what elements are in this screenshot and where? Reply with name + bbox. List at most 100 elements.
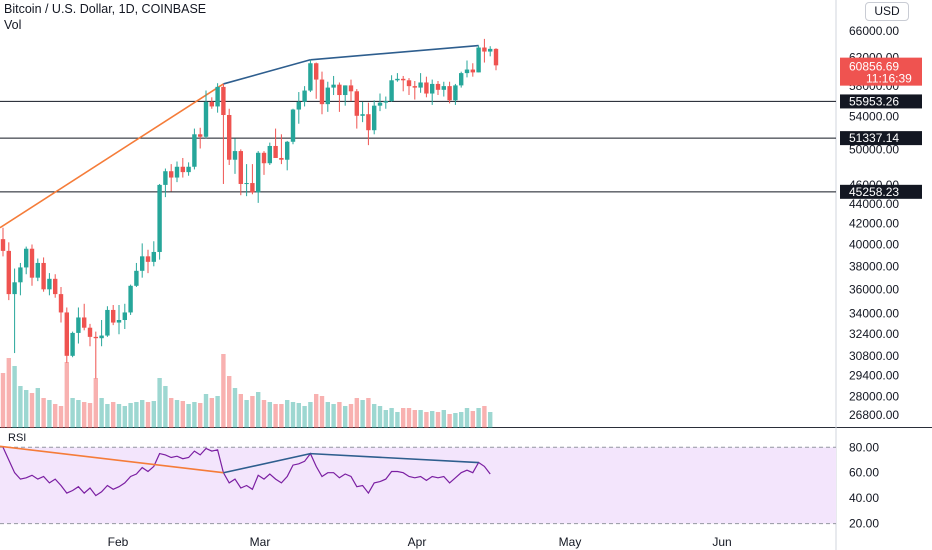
candle-body: [302, 90, 307, 102]
volume-bar: [360, 400, 365, 428]
candle-body: [227, 115, 232, 160]
candle-body: [64, 312, 69, 356]
candle-body: [412, 86, 417, 88]
candle-body: [435, 83, 441, 90]
volume-bar: [459, 412, 464, 428]
volume-bar: [290, 402, 296, 428]
candle-body: [244, 183, 249, 185]
candle-body: [163, 171, 168, 185]
volume-bar: [279, 404, 284, 428]
volume-bar: [308, 402, 313, 428]
candle-body: [366, 114, 371, 131]
volume-bar: [447, 414, 452, 428]
candle-body: [459, 73, 464, 86]
volume-bar: [192, 402, 197, 428]
volume-bar: [406, 408, 412, 428]
volume-bar: [238, 394, 243, 428]
candle-body: [145, 256, 151, 262]
rsi-line: [2, 447, 491, 497]
volume-bar: [47, 400, 52, 428]
candle-body: [377, 102, 383, 106]
price-tick-label: 34000.00: [849, 307, 899, 321]
volume-bar: [111, 402, 116, 428]
candle-body: [360, 114, 365, 116]
time-tick-label: Feb: [108, 535, 129, 549]
volume-bar: [383, 410, 388, 428]
price-tick-label: 29400.00: [849, 369, 899, 383]
level-tag-label: 51337.14: [849, 131, 899, 145]
candle-body: [319, 79, 325, 105]
currency-button[interactable]: USD: [865, 2, 909, 21]
price-tick-label: 40000.00: [849, 237, 899, 251]
candle-body: [343, 85, 348, 96]
rsi-label: RSI: [8, 432, 27, 444]
volume-bar: [372, 404, 377, 428]
trendlines: [0, 44, 479, 229]
candle-body: [70, 332, 75, 356]
time-tick-label: Mar: [250, 535, 271, 549]
rsi-tick-label: 40.00: [849, 491, 879, 505]
candle-body: [41, 262, 46, 290]
trendline-blue: [310, 44, 479, 61]
volume-bar: [314, 394, 319, 428]
volume-bar: [418, 410, 423, 428]
candle-body: [76, 317, 81, 333]
candle-body: [6, 250, 11, 295]
volume-bar: [470, 411, 475, 428]
candle-body: [58, 294, 64, 313]
rsi-trendline-blue: [223, 452, 311, 474]
volume-bar: [401, 408, 406, 428]
volume-bar: [435, 412, 441, 428]
candle-body: [203, 101, 209, 137]
volume-bar: [488, 412, 493, 428]
candle-body: [12, 282, 17, 295]
level-tag: [840, 184, 922, 199]
volume-bar: [464, 408, 470, 428]
volume-bar: [395, 412, 400, 428]
candle-body: [279, 157, 284, 160]
volume-bar: [35, 388, 40, 428]
candle-body: [221, 86, 226, 116]
candle-body: [331, 84, 336, 88]
candle-body: [395, 78, 400, 81]
candle-body: [157, 184, 162, 252]
rsi-tick-label: 80.00: [849, 440, 879, 454]
volume-bar: [232, 388, 238, 428]
candle-body: [476, 47, 481, 73]
candle-body: [82, 317, 87, 328]
time-axis[interactable]: Feb Mar Apr May Jun: [108, 535, 732, 549]
candle-body: [383, 101, 388, 103]
volume-bar: [453, 413, 458, 428]
time-tick-label: Apr: [408, 535, 427, 549]
volume-bars: [0, 354, 493, 428]
volume-bar: [482, 406, 487, 428]
volume-bar: [244, 400, 249, 428]
volume-bar: [93, 378, 98, 428]
volume-bar: [366, 398, 371, 428]
volume-bar: [41, 398, 46, 428]
candle-body: [140, 256, 145, 271]
volume-bar: [18, 386, 23, 428]
candle-body: [18, 267, 23, 283]
volume-bar: [24, 390, 29, 428]
candle-body: [470, 69, 475, 73]
volume-bar: [296, 403, 301, 428]
rsi-trendline-blue: [310, 452, 479, 464]
candle-body: [406, 80, 412, 87]
volume-bar: [82, 402, 87, 428]
volume-bar: [58, 406, 64, 428]
volume-bar: [209, 398, 214, 428]
candle-body: [296, 101, 301, 110]
volume-bar: [128, 403, 133, 428]
price-tick-label: 36000.00: [849, 282, 899, 296]
volume-bar: [331, 404, 336, 428]
volume-bar: [348, 404, 354, 428]
candle-body: [180, 166, 185, 173]
rsi-pane: [0, 445, 836, 525]
candle-body: [348, 85, 354, 92]
candle-body: [273, 145, 278, 158]
price-tick-label: 28000.00: [849, 389, 899, 403]
volume-bar: [221, 354, 226, 428]
candle-body: [285, 141, 290, 160]
